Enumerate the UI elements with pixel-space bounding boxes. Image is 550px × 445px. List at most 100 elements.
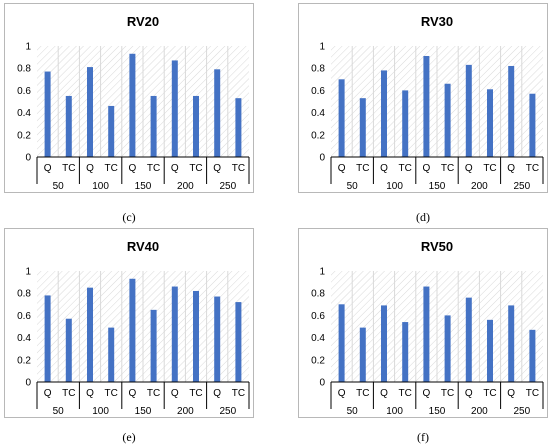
y-tick-label: 0	[25, 378, 31, 389]
x-subcategory-label: Q	[213, 163, 221, 174]
bar	[487, 89, 493, 157]
x-subcategory-label: Q	[129, 163, 137, 174]
bar	[235, 98, 242, 157]
y-tick-label: 0.4	[17, 333, 31, 344]
y-tick-label: 0.2	[17, 130, 31, 141]
x-group-label: 250	[513, 406, 530, 417]
chart-panel-rv30: RV30 0 0.2 0.4 0.6 0.8 1 Q TC Q TC Q TC Q TC Q TC 50 100 15…	[298, 3, 548, 193]
bar	[444, 315, 451, 382]
x-subcategory-label: TC	[356, 388, 369, 399]
bar	[87, 67, 93, 157]
bar	[529, 93, 536, 157]
y-tick-label: 0.2	[311, 130, 325, 141]
chart-rv50-svg: RV50 0 0.2 0.4 0.6 0.8 1 Q TC Q TC Q TC Q TC Q TC 50 100 15…	[311, 239, 544, 417]
x-subcategory-label: Q	[465, 388, 473, 399]
x-group-label: 100	[386, 181, 403, 192]
bar	[171, 286, 178, 382]
x-group-label: 50	[347, 406, 359, 417]
x-subcategory-label: Q	[338, 163, 346, 174]
bar	[338, 79, 345, 157]
x-group-label: 250	[219, 181, 236, 192]
x-subcategory-label: TC	[105, 163, 118, 174]
bar	[44, 295, 51, 382]
bar	[129, 53, 136, 157]
bar	[235, 302, 242, 382]
y-tick-label: 1	[319, 42, 325, 53]
chart-panel-rv50: RV50 0 0.2 0.4 0.6 0.8 1 Q TC Q TC Q TC Q TC Q TC 50 100 15…	[298, 228, 548, 418]
x-subcategory-label: TC	[189, 388, 202, 399]
bar	[487, 319, 493, 382]
y-tick-label: 0.2	[311, 355, 325, 366]
x-subcategory-label: Q	[338, 388, 346, 399]
x-subcategory-label: TC	[232, 388, 245, 399]
chart-rv20-svg: RV20 0 0.2 0.4 0.6 0.8 1 Q TC Q TC Q TC Q TC Q TC 50 100 15…	[17, 14, 250, 192]
bar	[150, 95, 157, 157]
x-group-label: 100	[386, 406, 403, 417]
x-subcategory-label: Q	[44, 163, 52, 174]
y-tick-label: 0.4	[311, 333, 325, 344]
x-subcategory-label: Q	[507, 163, 515, 174]
x-subcategory-label: Q	[423, 163, 431, 174]
y-tick-label: 0.2	[17, 355, 31, 366]
y-tick-label: 0.8	[17, 64, 31, 75]
bar	[444, 83, 451, 157]
chart-title: RV50	[421, 239, 453, 254]
bar	[65, 318, 72, 382]
chart-rv30-svg: RV30 0 0.2 0.4 0.6 0.8 1 Q TC Q TC Q TC Q TC Q TC 50 100 15…	[311, 14, 544, 192]
x-group-label: 100	[92, 406, 109, 417]
y-tick-label: 0	[319, 378, 325, 389]
caption-d: (d)	[416, 210, 430, 224]
bar	[87, 287, 93, 382]
y-tick-label: 0	[319, 153, 325, 164]
y-tick-label: 1	[319, 267, 325, 278]
bar	[402, 322, 409, 382]
x-subcategory-label: Q	[423, 388, 431, 399]
x-group-label: 250	[513, 181, 530, 192]
x-subcategory-label: Q	[380, 388, 388, 399]
bar	[402, 90, 409, 157]
x-subcategory-label: TC	[232, 163, 245, 174]
x-subcategory-label: Q	[171, 163, 179, 174]
x-subcategory-label: Q	[213, 388, 221, 399]
y-tick-label: 0.6	[17, 311, 31, 322]
x-subcategory-label: Q	[380, 163, 388, 174]
x-subcategory-label: TC	[483, 163, 496, 174]
y-tick-label: 1	[25, 42, 31, 53]
bar	[193, 95, 199, 157]
x-subcategory-label: TC	[441, 388, 454, 399]
x-subcategory-label: TC	[62, 163, 75, 174]
x-subcategory-label: Q	[507, 388, 515, 399]
x-group-label: 200	[177, 181, 194, 192]
x-subcategory-label: TC	[189, 163, 202, 174]
chart-rv40-svg: RV40 0 0.2 0.4 0.6 0.8 1 Q TC Q TC Q TC Q TC Q TC 50 100 15…	[17, 239, 250, 417]
chart-title: RV20	[127, 14, 159, 29]
x-subcategory-label: Q	[44, 388, 52, 399]
x-group-label: 150	[429, 406, 446, 417]
y-tick-label: 0.8	[311, 64, 325, 75]
bar	[529, 329, 536, 382]
y-tick-label: 0.6	[311, 86, 325, 97]
bar	[508, 65, 515, 157]
caption-f: (f)	[417, 430, 429, 444]
bar	[214, 296, 221, 382]
bar	[508, 305, 515, 382]
bar	[214, 69, 221, 157]
x-subcategory-label: TC	[147, 163, 160, 174]
y-tick-label: 0	[25, 153, 31, 164]
bar	[381, 70, 387, 157]
bar	[381, 305, 387, 382]
chart-panel-rv40: RV40 0 0.2 0.4 0.6 0.8 1 Q TC Q TC Q TC Q TC Q TC 50 100 15…	[4, 228, 254, 418]
x-subcategory-label: TC	[399, 163, 412, 174]
bar	[338, 304, 345, 382]
bar	[193, 290, 199, 382]
y-tick-label: 0.4	[311, 108, 325, 119]
x-group-label: 200	[471, 181, 488, 192]
x-group-label: 250	[219, 406, 236, 417]
chart-panel-rv20: RV20 0 0.2 0.4 0.6 0.8 1 Q TC Q TC Q TC Q TC Q TC 50 100 15…	[4, 3, 254, 193]
x-group-label: 150	[429, 181, 446, 192]
bar	[171, 60, 178, 157]
x-subcategory-label: TC	[483, 388, 496, 399]
x-subcategory-label: TC	[526, 388, 539, 399]
x-subcategory-label: TC	[441, 163, 454, 174]
x-subcategory-label: Q	[86, 163, 94, 174]
